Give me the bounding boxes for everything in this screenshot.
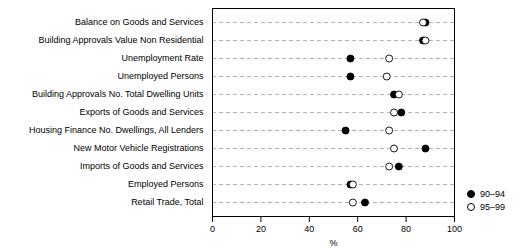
svg-text:Building Approvals Value Non R: Building Approvals Value Non Residential: [39, 35, 204, 45]
svg-text:60: 60: [353, 224, 363, 234]
svg-text:40: 40: [304, 224, 314, 234]
svg-text:Exports of Goods and Services: Exports of Goods and Services: [79, 107, 204, 117]
svg-text:New Motor Vehicle Registration: New Motor Vehicle Registrations: [73, 143, 204, 153]
svg-text:0: 0: [210, 224, 215, 234]
svg-text:%: %: [329, 238, 337, 248]
svg-text:Imports of Goods and Services: Imports of Goods and Services: [80, 161, 204, 171]
svg-text:Housing Finance No. Dwellings,: Housing Finance No. Dwellings, All Lende…: [29, 125, 204, 135]
svg-text:Employed Persons: Employed Persons: [128, 179, 204, 189]
html-text:90–94: 90–94: [480, 189, 505, 199]
svg-text:Retail Trade, Total: Retail Trade, Total: [131, 197, 203, 207]
svg-text:Unemployment Rate: Unemployment Rate: [121, 53, 203, 63]
svg-text:Balance on Goods and Services: Balance on Goods and Services: [75, 17, 204, 27]
svg-text:Unemployed Persons: Unemployed Persons: [117, 71, 204, 81]
svg-text:100: 100: [447, 224, 462, 234]
html-text:95–99: 95–99: [480, 202, 505, 212]
svg-text:80: 80: [401, 224, 411, 234]
svg-text:Building Approvals No. Total D: Building Approvals No. Total Dwelling Un…: [32, 89, 204, 99]
svg-text:20: 20: [256, 224, 266, 234]
